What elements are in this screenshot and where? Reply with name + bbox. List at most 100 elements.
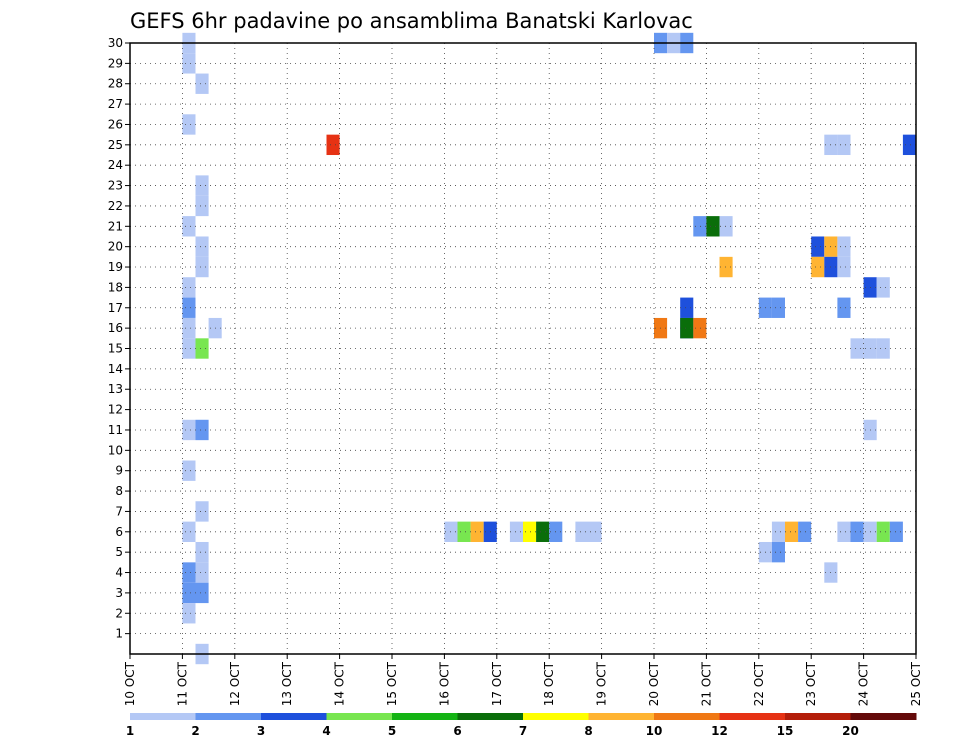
- heatmap-cell: [182, 317, 196, 339]
- x-tick-label: 20 OCT: [647, 661, 661, 706]
- y-tick-label: 20: [108, 240, 123, 254]
- colorbar-segment: [261, 713, 327, 720]
- y-tick-label: 4: [115, 566, 123, 580]
- heatmap-cell: [902, 134, 916, 156]
- colorbar-label: 4: [322, 724, 330, 738]
- heatmap-cell: [575, 521, 589, 542]
- colorbar-label: 10: [646, 724, 663, 738]
- heatmap-cell: [182, 521, 196, 542]
- colorbar-label: 15: [777, 724, 794, 738]
- colorbar-label: 6: [453, 724, 461, 738]
- x-tick-label: 18 OCT: [542, 661, 556, 706]
- heatmap-cell: [889, 521, 903, 542]
- colorbar-label: 3: [257, 724, 265, 738]
- colorbar-segment: [392, 713, 458, 720]
- heatmap-cell: [182, 603, 196, 624]
- heatmap-cell: [182, 277, 196, 298]
- y-tick-label: 21: [108, 219, 123, 233]
- x-tick-label: 12 OCT: [228, 661, 242, 706]
- heatmap-cell: [837, 256, 851, 278]
- colorbar-label: 12: [711, 724, 728, 738]
- colorbar-segment: [130, 713, 196, 720]
- heatmap-cell: [811, 236, 825, 257]
- heatmap-cell: [680, 317, 694, 339]
- heatmap-cell: [195, 73, 209, 94]
- y-tick-label: 7: [115, 504, 123, 518]
- heatmap-cell: [837, 521, 851, 542]
- heatmap-cell: [837, 297, 851, 318]
- heatmap-cell: [195, 338, 209, 359]
- y-tick-label: 16: [108, 321, 123, 335]
- y-tick-label: 26: [108, 117, 123, 131]
- heatmap-cell: [195, 419, 209, 441]
- colorbar-segment: [654, 713, 720, 720]
- y-tick-label: 15: [108, 342, 123, 356]
- x-tick-label: 14 OCT: [333, 661, 347, 706]
- x-tick-label: 13 OCT: [280, 661, 294, 706]
- heatmap-cell: [693, 216, 707, 237]
- colorbar: 1 2 3 4 5 6 7 8 10 12 15 20: [126, 713, 917, 738]
- y-tick-label: 25: [108, 138, 123, 152]
- heatmap-cell: [195, 236, 209, 257]
- colorbar-segment: [850, 713, 917, 720]
- colorbar-label: 2: [191, 724, 199, 738]
- heatmap-cell: [182, 114, 196, 135]
- heatmap-cell: [837, 134, 851, 156]
- y-tick-label: 24: [108, 158, 123, 172]
- y-tick-label: 8: [115, 484, 123, 498]
- heatmap-cell: [182, 297, 196, 318]
- x-tick-label: 24 OCT: [857, 661, 871, 706]
- heatmap-cell: [195, 256, 209, 278]
- heatmap-cell: [509, 521, 523, 542]
- heatmap-cell: [876, 338, 890, 359]
- heatmap-cell: [457, 521, 471, 542]
- y-tick-label: 14: [108, 362, 123, 376]
- heatmap-cell: [706, 216, 720, 237]
- y-tick-label: 12: [108, 403, 123, 417]
- x-tick-label: 10 OCT: [123, 661, 137, 706]
- colorbar-label: 1: [126, 724, 134, 738]
- heatmap-cell: [182, 460, 196, 481]
- colorbar-segment: [719, 713, 786, 720]
- heatmap-cell: [771, 297, 785, 318]
- y-tick-label: 1: [115, 627, 123, 641]
- heatmap-cell: [693, 317, 707, 339]
- colorbar-segment: [588, 713, 655, 720]
- heatmap-cell: [195, 195, 209, 217]
- y-tick-label: 27: [108, 97, 123, 111]
- colorbar-label: 20: [842, 724, 859, 738]
- heatmap-cell: [182, 419, 196, 441]
- colorbar-segment: [523, 713, 589, 720]
- y-tick-label: 11: [108, 423, 123, 437]
- heatmap-cell: [326, 134, 340, 156]
- colorbar-segment: [326, 713, 393, 720]
- grid-lines: [129, 42, 917, 654]
- y-tick-label: 18: [108, 280, 123, 294]
- y-tick-label: 2: [115, 606, 123, 620]
- y-tick-label: 3: [115, 586, 123, 600]
- colorbar-segment: [785, 713, 851, 720]
- colorbar-label: 7: [519, 724, 527, 738]
- y-tick-label: 29: [108, 56, 123, 70]
- x-tick-label: 22 OCT: [752, 661, 766, 706]
- heatmap-cell: [195, 541, 209, 563]
- x-tick-label: 17 OCT: [490, 661, 504, 706]
- heatmap-cell: [195, 562, 209, 583]
- x-tick-label: 21 OCT: [699, 661, 713, 706]
- heatmap-cell: [182, 53, 196, 74]
- colorbar-segment: [457, 713, 524, 720]
- y-tick-label: 17: [108, 301, 123, 315]
- heatmap-cell: [771, 541, 785, 563]
- colorbar-label: 8: [584, 724, 592, 738]
- heatmap-cells: [182, 32, 916, 665]
- heatmap-cell: [850, 338, 864, 359]
- heatmap-cell: [195, 175, 209, 196]
- heatmap-cell: [876, 521, 890, 542]
- heatmap-cell: [876, 277, 890, 298]
- heatmap-cell: [837, 236, 851, 257]
- heatmap-cell: [195, 501, 209, 522]
- heatmap-cell: [785, 521, 799, 542]
- heatmap-cell: [850, 521, 864, 542]
- heatmap-cell: [771, 521, 785, 542]
